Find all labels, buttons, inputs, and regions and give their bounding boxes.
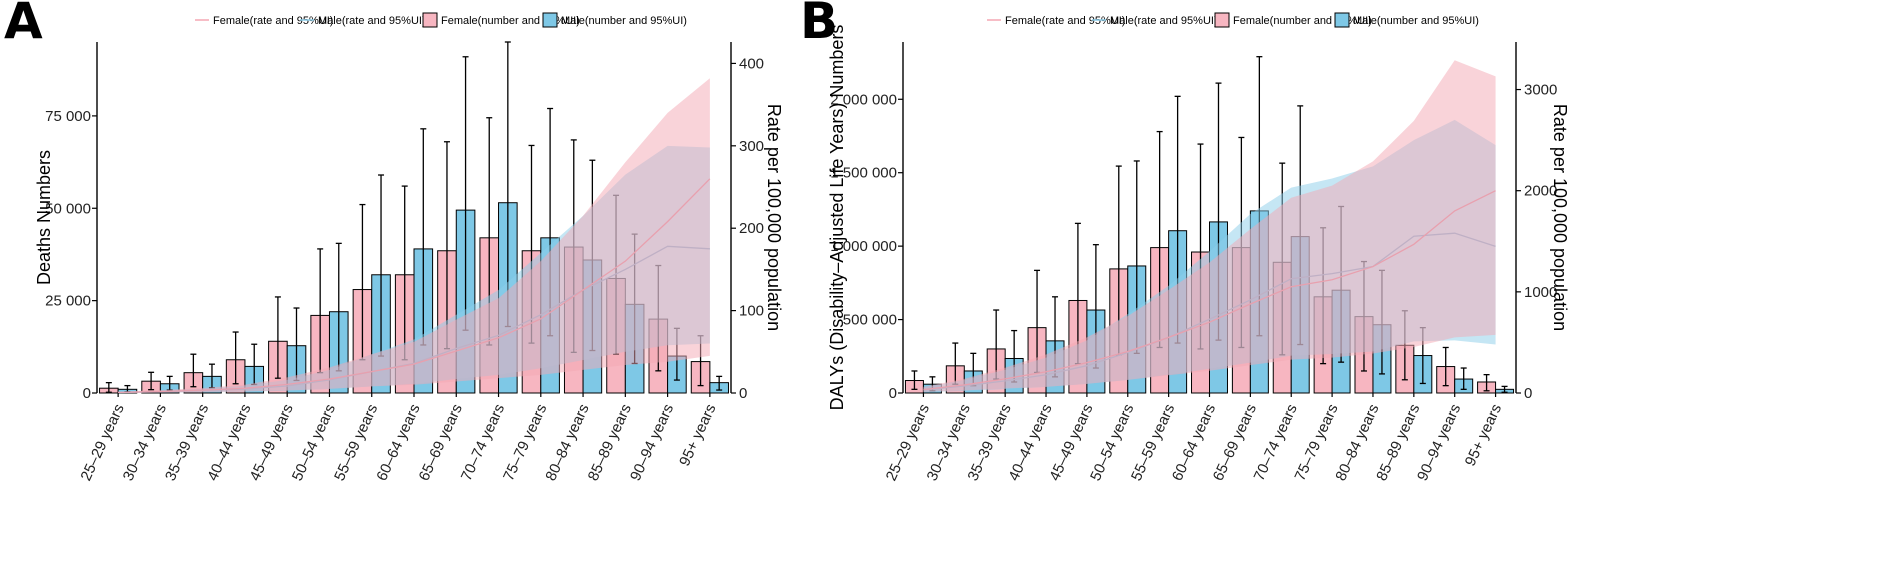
legend-label-female-number: Female(number and 95%UI) [1233, 15, 1372, 27]
y-tick-label: 0 [889, 385, 897, 402]
legend-label-male-rate: Male(rate and 95%UI) [318, 15, 426, 27]
y-tick-label: 25 000 [45, 293, 91, 310]
x-tick-label: 35–39 years [162, 402, 212, 484]
y-tick-label: 2 000 000 [830, 91, 897, 108]
x-tick-label: 55–59 years [331, 402, 381, 484]
x-tick-label: 25–29 years [77, 402, 127, 484]
x-tick-label: 90–94 years [1414, 402, 1464, 484]
female-error-bar [1442, 346, 1449, 387]
y-right-tick-label: 400 [739, 55, 764, 72]
x-tick-label: 95+ years [676, 402, 719, 469]
legend-label-male-number: Male(number and 95%UI) [1353, 15, 1479, 27]
x-tick-label: 85–89 years [585, 402, 635, 484]
legend-key-female-number [1214, 12, 1230, 28]
female-error-bar [274, 296, 281, 379]
y-right-tick-label: 300 [739, 138, 764, 155]
y-tick-label: 75 000 [45, 108, 91, 125]
legend-label-female-number: Female(number and 95%UI) [441, 15, 580, 27]
y-tick-label: 1 000 000 [830, 238, 897, 255]
legend-label-male-number: Male(number and 95%UI) [561, 15, 687, 27]
female-error-bar [148, 371, 155, 391]
legend: Female(rate and 95%UI)Male(rate and 95%U… [987, 12, 1479, 28]
female-rate-line [118, 178, 711, 393]
y-right-tick-label: 0 [1524, 385, 1532, 402]
y-right-tick-label: 0 [739, 385, 747, 402]
x-tick-label: 40–44 years [204, 402, 254, 484]
legend: Female(rate and 95%UI)Male(rate and 95%U… [195, 12, 687, 28]
male-error-bar [716, 375, 723, 391]
x-tick-label: 65–69 years [416, 402, 466, 484]
y-tick-label: 500 000 [843, 312, 897, 329]
y-tick-label: 50 000 [45, 200, 91, 217]
x-tick-label: 50–54 years [289, 402, 339, 484]
female-error-bar [911, 370, 918, 390]
panel-label: A [4, 0, 43, 50]
panel-b: B Female(rate and 95%UI)Male(rate and 95%… [800, 0, 1570, 484]
panel-a: A Female(rate and 95%UI)Male(rate and 95%… [4, 0, 784, 484]
x-tick-label: 70–74 years [458, 402, 508, 484]
female-error-bar [232, 331, 239, 385]
x-tick-label: 75–79 years [500, 402, 550, 484]
y-tick-label: 0 [83, 385, 91, 402]
x-tick-label: 30–34 years [120, 402, 170, 484]
male-error-bar [1501, 385, 1508, 393]
male-error-bar [1460, 367, 1467, 390]
y-tick-label: 1 500 000 [830, 165, 897, 182]
y-axis-title: DALYs (Disability–Adjusted Life Years) N… [827, 25, 847, 411]
female-error-bar [105, 382, 112, 393]
legend-label-female-rate: Female(rate and 95%UI) [1005, 15, 1125, 27]
y-right-tick-label: 100 [739, 303, 764, 320]
panel-label: B [800, 0, 838, 50]
legend-key-male-number [1334, 12, 1350, 28]
x-tick-label: 90–94 years [627, 402, 677, 484]
female-rate-ribbon [118, 78, 710, 393]
x-tick-label: 95+ years [1462, 402, 1505, 469]
y-right-tick-label: 200 [739, 220, 764, 237]
female-error-bar [1483, 373, 1490, 392]
y-right-tick-label: 3000 [1524, 82, 1557, 99]
female-error-bar [190, 353, 197, 388]
y-axis-right-title: Rate per 100,000 population [764, 104, 784, 331]
x-tick-label: 60–64 years [373, 402, 423, 484]
y-axis-right-title: Rate per 100,000 population [1550, 104, 1570, 331]
y-axis-title: Deaths Numbers [34, 150, 54, 285]
female-rate-ribbon [923, 60, 1496, 392]
legend-key-female-number [422, 12, 438, 28]
female-rate-line [923, 190, 1496, 391]
x-tick-label: 45–49 years [247, 402, 297, 484]
legend-label-female-rate: Female(rate and 95%UI) [213, 15, 333, 27]
x-tick-label: 80–84 years [542, 402, 592, 484]
legend-label-male-rate: Male(rate and 95%UI) [1110, 15, 1218, 27]
y-right-tick-label: 2000 [1524, 183, 1557, 200]
y-right-tick-label: 1000 [1524, 284, 1557, 301]
legend-key-male-number [542, 12, 558, 28]
